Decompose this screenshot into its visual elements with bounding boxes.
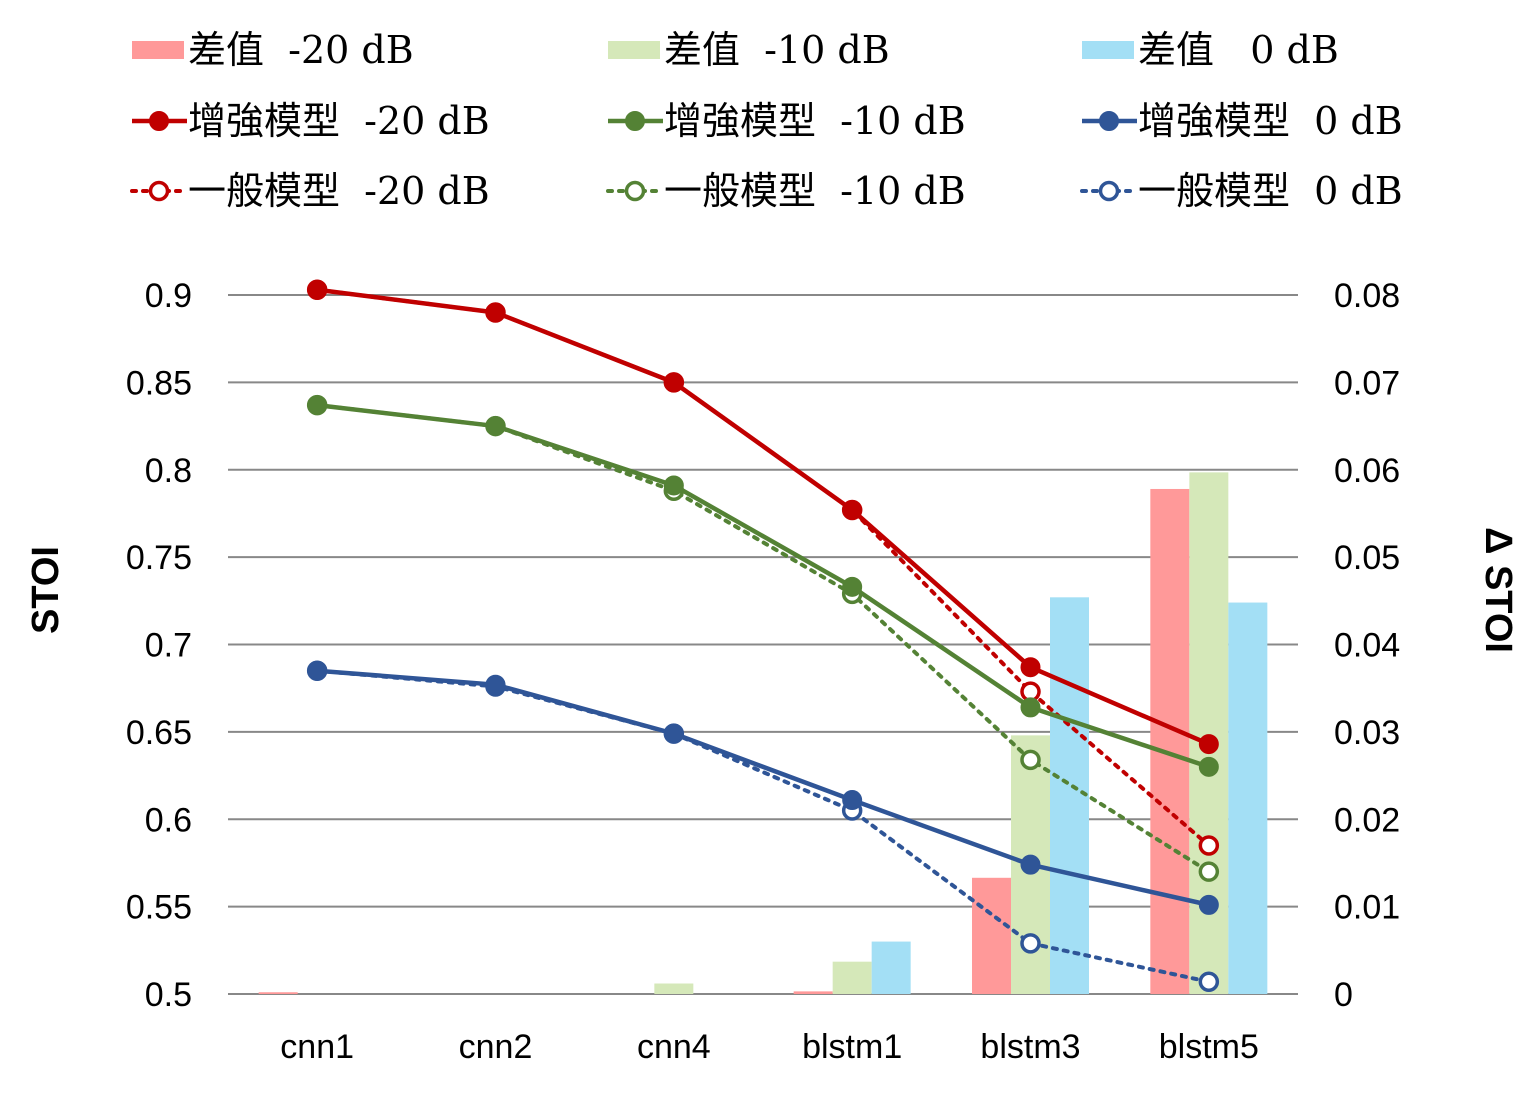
- bar: [654, 983, 694, 994]
- legend-label: 差值 -20 dB: [188, 28, 414, 72]
- legend-swatch: [1082, 41, 1134, 59]
- data-point: [1198, 756, 1219, 777]
- data-point: [1198, 835, 1220, 856]
- legend-label: 增強模型 0 dB: [1138, 99, 1403, 143]
- data-point: [485, 416, 506, 437]
- x-tick-label: cnn1: [280, 1028, 354, 1066]
- legend-item: 一般模型 -10 dB: [606, 169, 966, 213]
- data-point: [307, 660, 328, 681]
- legend: 差值 -20 dB 差值 -10 dB 差值 0 dB 增強模型 -20 dB 增強模型…: [130, 28, 1403, 213]
- legend-marker: [1099, 111, 1119, 131]
- legend-marker: [148, 180, 170, 202]
- data-point: [842, 499, 863, 520]
- right-tick-label: 0: [1334, 976, 1353, 1014]
- right-tick-label: 0.01: [1334, 889, 1400, 927]
- right-tick-label: 0.03: [1334, 714, 1400, 752]
- legend-marker: [625, 111, 645, 131]
- legend-item: 增強模型 -10 dB: [608, 99, 966, 143]
- x-tick-label: blstm5: [1159, 1028, 1259, 1066]
- legend-label: 一般模型 -10 dB: [664, 169, 966, 213]
- x-tick-label: cnn4: [637, 1028, 711, 1066]
- bar: [1050, 597, 1089, 994]
- right-tick-label: 0.06: [1334, 452, 1400, 490]
- legend-item: 一般模型 0 dB: [1080, 169, 1403, 213]
- gridlines: [228, 294, 1298, 995]
- data-point: [485, 302, 506, 323]
- left-tick-label: 0.9: [145, 277, 192, 315]
- x-tick-label: blstm3: [980, 1028, 1080, 1066]
- data-point: [663, 372, 684, 393]
- legend-label: 差值 0 dB: [1138, 28, 1339, 72]
- left-tick-label: 0.55: [126, 889, 192, 927]
- data-point: [1020, 657, 1041, 678]
- data-point: [1020, 697, 1041, 718]
- left-tick-label: 0.6: [145, 801, 192, 839]
- legend-item: 差值 0 dB: [1082, 28, 1339, 72]
- left-tick-label: 0.85: [126, 364, 192, 402]
- legend-swatch: [132, 41, 184, 59]
- legend-label: 一般模型 -20 dB: [188, 169, 490, 213]
- legend-item: 差值 -10 dB: [608, 28, 890, 72]
- series-line: [316, 402, 1210, 769]
- right-tick-label: 0.05: [1334, 539, 1400, 577]
- x-tick-label: blstm1: [802, 1028, 902, 1066]
- bar: [832, 961, 872, 994]
- left-tick-label: 0.75: [126, 539, 192, 577]
- bar: [871, 941, 911, 994]
- bar-series: [258, 472, 1268, 995]
- x-tick-label: cnn2: [459, 1028, 533, 1066]
- legend-item: 增強模型 -20 dB: [132, 99, 490, 143]
- data-point: [1020, 854, 1041, 875]
- data-point: [663, 475, 684, 496]
- bar: [1228, 602, 1268, 994]
- right-tick-label: 0.02: [1334, 801, 1400, 839]
- legend-item: 一般模型 -20 dB: [130, 169, 490, 213]
- legend-item: 增強模型 0 dB: [1082, 99, 1403, 143]
- legend-marker: [149, 111, 169, 131]
- legend-label: 增強模型 -10 dB: [664, 99, 966, 143]
- data-point: [307, 395, 328, 416]
- data-point: [1198, 971, 1220, 993]
- legend-marker: [1098, 180, 1120, 202]
- bar: [1150, 488, 1190, 994]
- data-point: [842, 576, 863, 597]
- series-line: [316, 668, 1210, 908]
- data-point: [1020, 749, 1041, 771]
- x-axis-ticks: cnn1 cnn2 cnn4 blstm1 blstm3 blstm5: [280, 1028, 1259, 1066]
- data-point: [842, 790, 863, 811]
- data-point: [663, 723, 684, 744]
- left-tick-label: 0.5: [145, 976, 192, 1014]
- legend-item: 差值 -20 dB: [132, 28, 414, 72]
- left-tick-label: 0.65: [126, 714, 192, 752]
- legend-label: 差值 -10 dB: [664, 28, 890, 72]
- right-tick-label: 0.04: [1334, 627, 1400, 665]
- right-tick-label: 0.08: [1334, 277, 1400, 315]
- data-point: [1198, 861, 1220, 882]
- right-axis-title: Δ STOI: [1477, 527, 1519, 653]
- series-line: [315, 403, 1211, 874]
- series-line: [315, 668, 1211, 984]
- legend-marker: [624, 180, 646, 202]
- data-point: [307, 279, 328, 300]
- left-tick-label: 0.7: [145, 627, 192, 665]
- data-point: [1020, 933, 1041, 954]
- right-tick-label: 0.07: [1334, 364, 1400, 402]
- left-tick-label: 0.8: [145, 452, 192, 490]
- data-point: [485, 674, 506, 695]
- legend-label: 增強模型 -20 dB: [188, 99, 490, 143]
- series-line: [316, 287, 1210, 747]
- left-axis-ticks: 0.5 0.55 0.6 0.65 0.7 0.75 0.8 0.85 0.9: [126, 277, 192, 1014]
- line-series: [306, 279, 1220, 993]
- bar: [1189, 472, 1229, 995]
- bar: [793, 991, 833, 994]
- data-point: [1198, 734, 1219, 755]
- right-axis-ticks: 0 0.01 0.02 0.03 0.04 0.05 0.06 0.07 0.08: [1334, 277, 1400, 1014]
- legend-swatch: [608, 41, 660, 59]
- legend-label: 一般模型 0 dB: [1138, 169, 1403, 213]
- left-axis-title: STOI: [25, 546, 67, 634]
- bar: [258, 992, 298, 994]
- data-point: [1198, 894, 1219, 915]
- bar: [972, 877, 1011, 994]
